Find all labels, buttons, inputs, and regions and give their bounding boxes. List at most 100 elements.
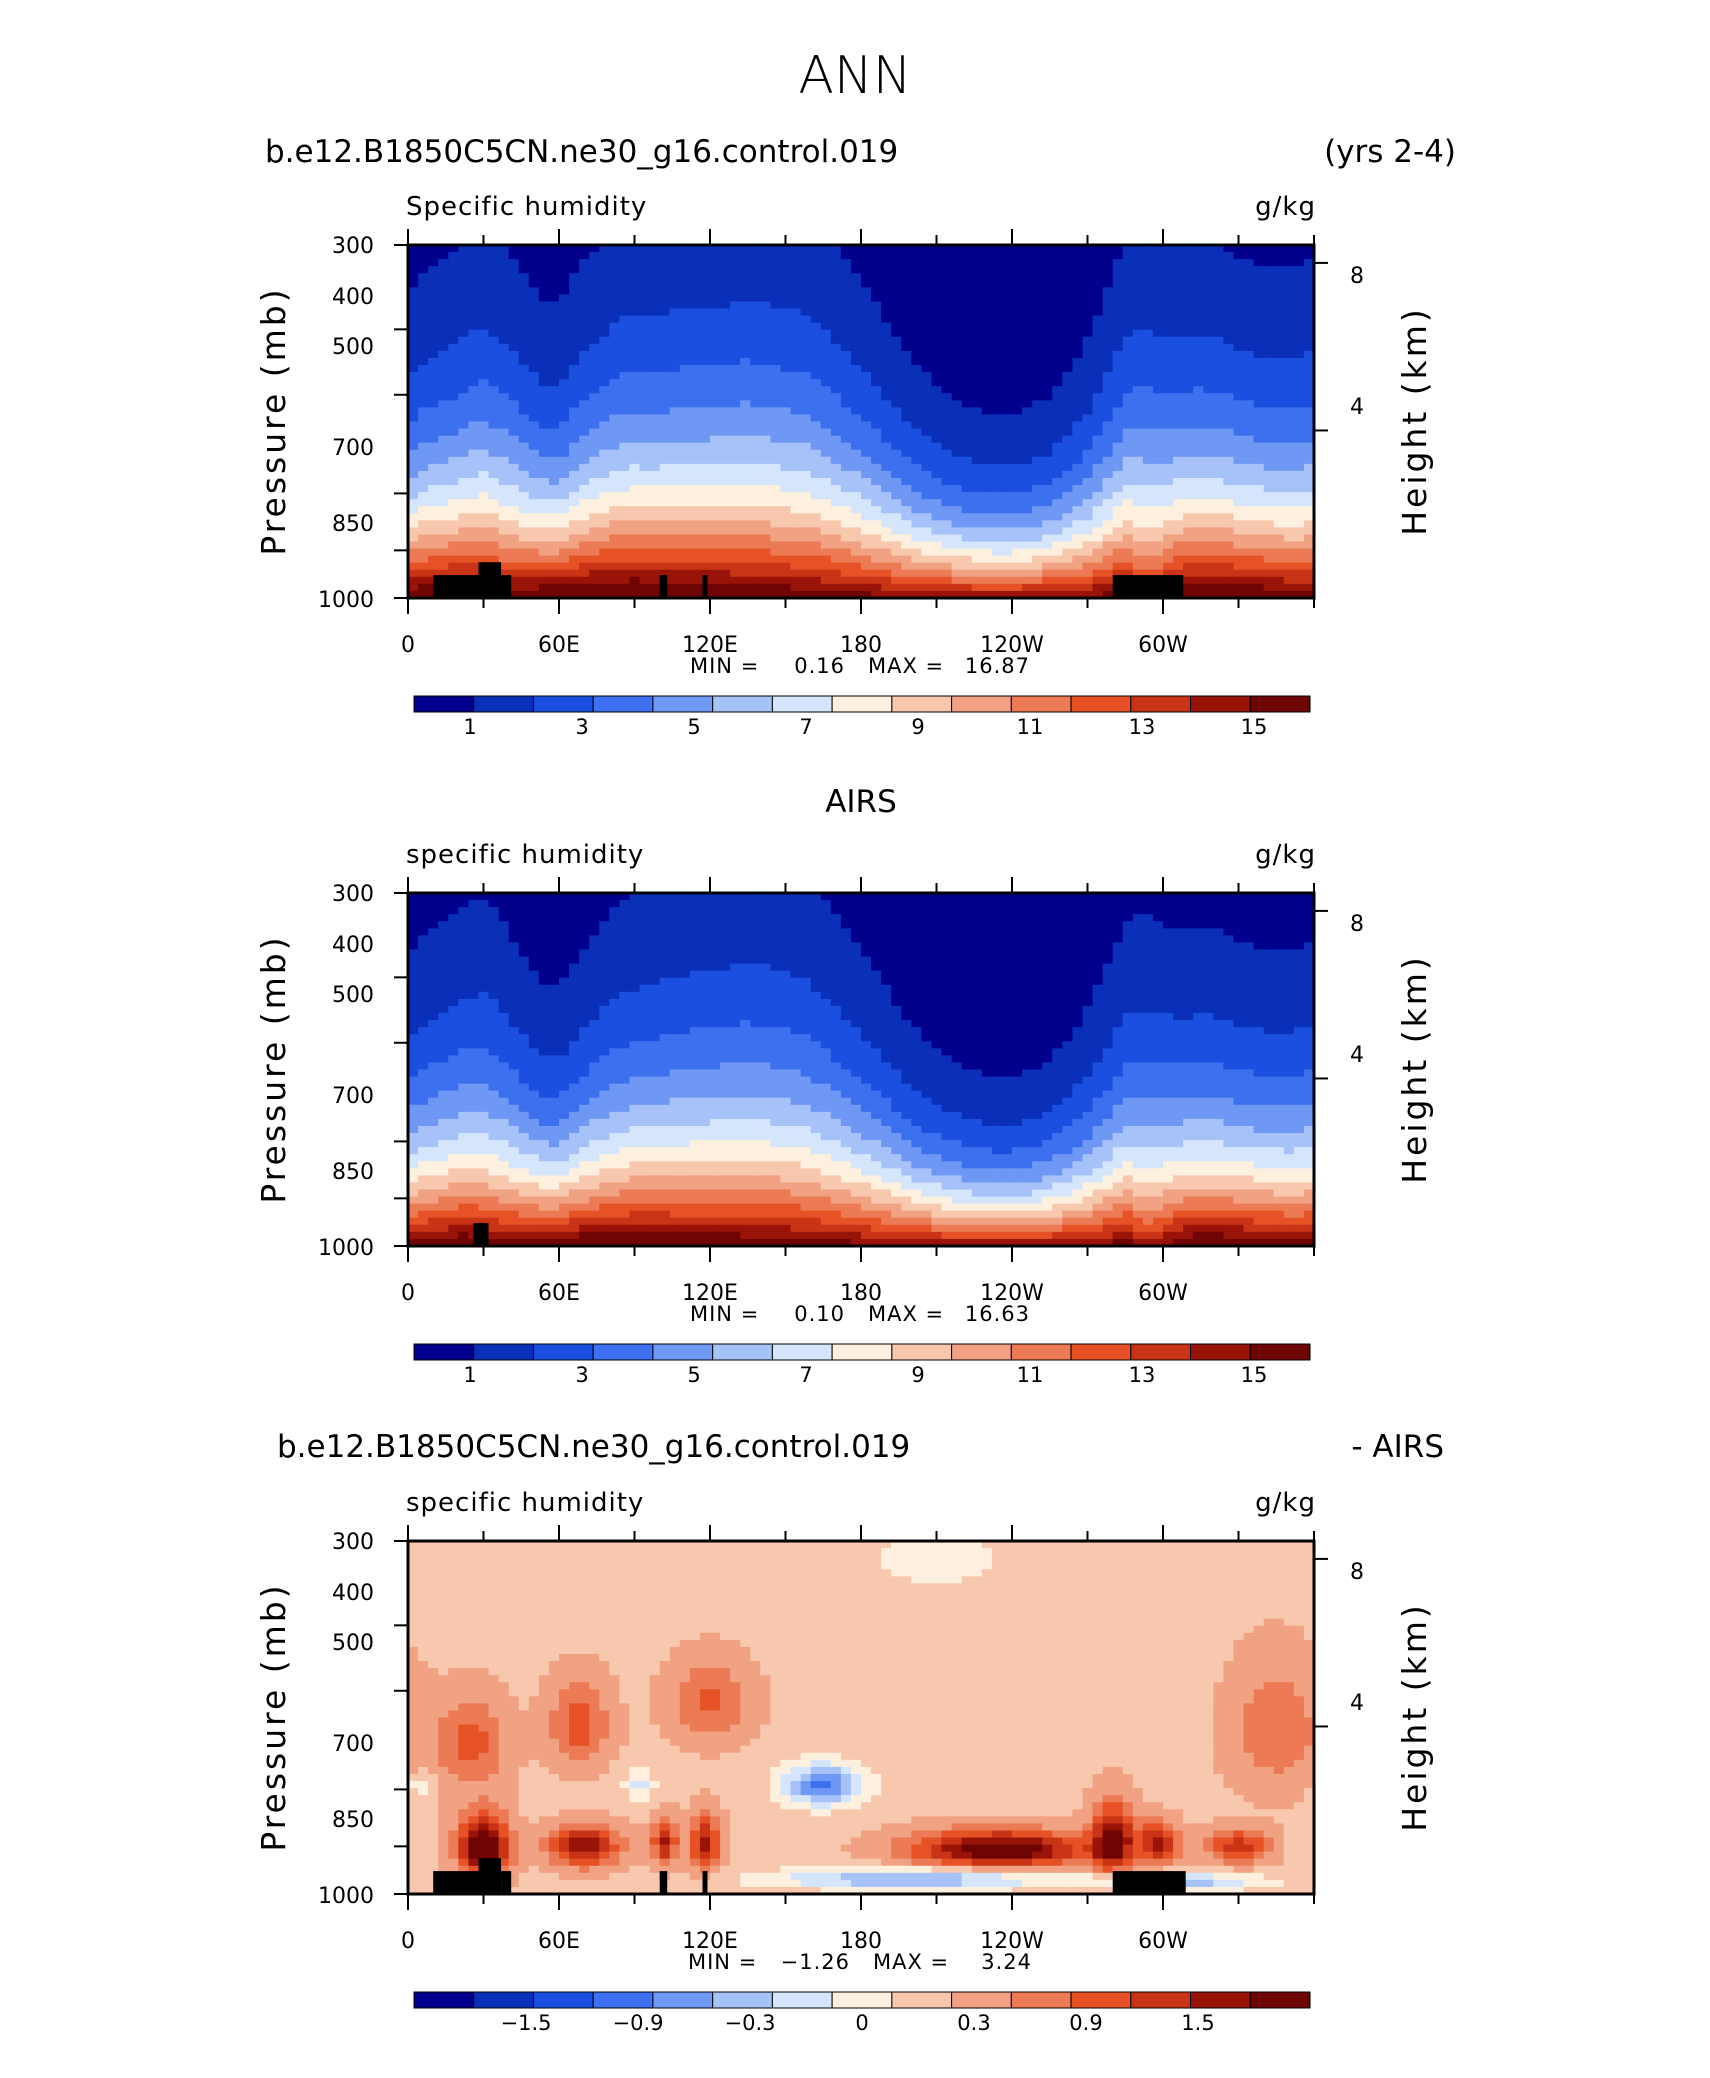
field-cell	[750, 464, 761, 472]
field-cell	[1203, 485, 1214, 493]
field-cell	[529, 330, 540, 338]
field-cell	[1022, 527, 1033, 535]
field-cell	[1133, 273, 1144, 281]
field-cell	[1022, 436, 1033, 444]
field-cell	[619, 443, 630, 451]
field-cell	[1012, 316, 1023, 324]
field-cell	[710, 457, 721, 465]
field-cell	[650, 584, 661, 592]
field-cell	[1052, 450, 1063, 458]
field-cell	[1022, 301, 1033, 309]
field-cell	[982, 577, 993, 585]
field-cell	[1072, 563, 1083, 571]
field-cell	[509, 337, 520, 345]
field-cell	[1223, 457, 1234, 465]
field-cell	[438, 921, 449, 929]
field-cell	[1113, 485, 1124, 493]
field-cell	[821, 393, 832, 401]
field-cell	[992, 372, 1003, 380]
field-cell	[1052, 365, 1063, 373]
field-cell	[801, 900, 812, 908]
field-cell	[619, 429, 630, 437]
field-cell	[952, 584, 963, 592]
field-cell	[1082, 309, 1093, 317]
colorbar-swatch	[653, 696, 713, 712]
field-cell	[650, 556, 661, 564]
field-cell	[539, 280, 550, 288]
field-cell	[509, 386, 520, 394]
field-cell	[931, 386, 942, 394]
field-cell	[529, 499, 540, 507]
field-cell	[871, 457, 882, 465]
field-cell	[690, 407, 701, 415]
field-cell	[710, 344, 721, 352]
field-cell	[720, 386, 731, 394]
field-cell	[1163, 358, 1174, 366]
field-cell	[1294, 506, 1305, 514]
field-cell	[1173, 372, 1184, 380]
field-cell	[1203, 506, 1214, 514]
field-cell	[499, 520, 510, 528]
field-cell	[1223, 556, 1234, 564]
field-cell	[690, 316, 701, 324]
field-cell	[1072, 422, 1083, 430]
field-cell	[821, 386, 832, 394]
field-cell	[1032, 379, 1043, 387]
field-cell	[1002, 252, 1013, 260]
field-cell	[690, 534, 701, 542]
field-cell	[1093, 577, 1104, 585]
field-cell	[952, 372, 963, 380]
field-cell	[670, 273, 681, 281]
field-cell	[1032, 287, 1043, 295]
field-cell	[811, 549, 822, 557]
field-cell	[1254, 365, 1265, 373]
field-cell	[750, 457, 761, 465]
field-cell	[730, 556, 741, 564]
field-cell	[458, 914, 469, 922]
field-cell	[1244, 570, 1255, 578]
field-cell	[559, 563, 570, 571]
field-cell	[1103, 520, 1114, 528]
field-cell	[1163, 414, 1174, 422]
max-label: MAX =	[868, 654, 944, 678]
field-cell	[710, 549, 721, 557]
field-cell	[1002, 907, 1013, 915]
field-cell	[911, 907, 922, 915]
field-cell	[1173, 280, 1184, 288]
field-cell	[982, 556, 993, 564]
field-cell	[579, 287, 590, 295]
field-cell	[1153, 556, 1164, 564]
field-cell	[760, 570, 771, 578]
field-cell	[891, 520, 902, 528]
field-cell	[660, 323, 671, 331]
field-cell	[640, 330, 651, 338]
field-cell	[871, 259, 882, 267]
field-cell	[660, 372, 671, 380]
field-cell	[982, 450, 993, 458]
field-cell	[489, 252, 500, 260]
field-cell	[1213, 577, 1224, 585]
field-cell	[1284, 471, 1295, 479]
field-cell	[1052, 520, 1063, 528]
field-cell	[841, 429, 852, 437]
field-cell	[1264, 527, 1275, 535]
field-cell	[579, 372, 590, 380]
field-cell	[1042, 358, 1053, 366]
field-cell	[438, 358, 449, 366]
field-cell	[881, 584, 892, 592]
field-cell	[720, 414, 731, 422]
field-cell	[1082, 436, 1093, 444]
field-cell	[1284, 907, 1295, 915]
field-cell	[438, 443, 449, 451]
field-cell	[861, 499, 872, 507]
field-cell	[811, 351, 822, 359]
field-cell	[559, 407, 570, 415]
field-cell	[1203, 365, 1214, 373]
field-cell	[740, 900, 751, 908]
field-cell	[569, 379, 580, 387]
field-cell	[1233, 520, 1244, 528]
field-cell	[1133, 563, 1144, 571]
field-cell	[740, 287, 751, 295]
field-cell	[921, 301, 932, 309]
field-cell	[992, 556, 1003, 564]
